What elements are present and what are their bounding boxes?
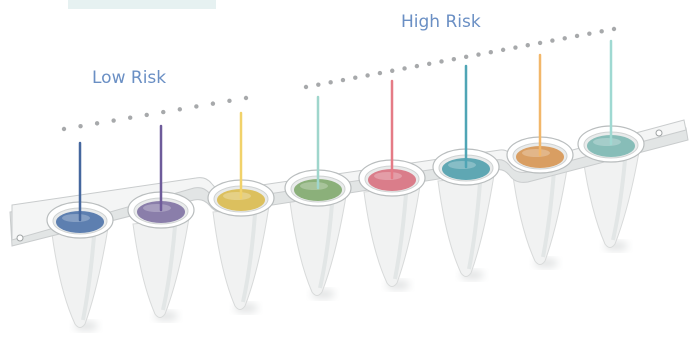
- dot: [488, 50, 493, 55]
- well-2-shine: [143, 204, 171, 212]
- tube-3: [212, 205, 270, 310]
- dot: [414, 63, 420, 69]
- dot: [316, 82, 321, 87]
- high-risk-label: High Risk: [401, 12, 481, 32]
- well-3-shine: [223, 192, 251, 200]
- well-5-liquid: [368, 169, 416, 191]
- dot: [599, 29, 604, 34]
- dot: [353, 75, 358, 80]
- dot: [144, 112, 149, 118]
- dot: [177, 107, 183, 112]
- dot: [194, 104, 199, 109]
- dot: [328, 80, 333, 85]
- tube-highlight: [393, 193, 408, 280]
- dot: [525, 43, 530, 48]
- low-risk-dotted-line: [61, 95, 249, 132]
- dot: [463, 54, 469, 60]
- dot: [562, 36, 567, 41]
- dot: [61, 126, 67, 132]
- dot: [227, 98, 232, 104]
- well-1-shine: [62, 214, 90, 222]
- dot: [587, 31, 592, 36]
- corner-band: [68, 0, 216, 9]
- well-2-liquid: [137, 201, 185, 223]
- dot: [537, 40, 543, 46]
- dot: [111, 118, 116, 123]
- dot: [451, 56, 457, 62]
- dot: [439, 59, 444, 64]
- well-1-liquid: [56, 211, 104, 233]
- well-7-liquid: [516, 146, 564, 168]
- dot: [550, 38, 555, 43]
- tube-5: [363, 185, 421, 287]
- tube-highlight: [467, 182, 482, 270]
- dot: [611, 26, 617, 32]
- dot: [303, 84, 309, 90]
- tube-highlight: [81, 235, 96, 321]
- dot: [574, 33, 580, 39]
- tube-2: [132, 217, 190, 318]
- dot: [161, 109, 166, 115]
- strip-hole-right: [655, 129, 663, 137]
- dot: [365, 73, 370, 78]
- tube-6: [437, 174, 495, 277]
- dot: [476, 52, 481, 57]
- well-8-shine: [593, 138, 621, 146]
- dot: [243, 95, 249, 101]
- well-4-shine: [300, 182, 328, 190]
- tube-highlight: [318, 203, 334, 289]
- dot: [427, 61, 432, 66]
- dot: [377, 70, 383, 76]
- dot: [78, 123, 83, 129]
- tubes-layer: [51, 151, 640, 331]
- tube-4: [289, 195, 347, 296]
- tube-8: [582, 151, 640, 248]
- tube-highlight: [241, 213, 257, 303]
- dot: [513, 45, 518, 50]
- dot: [500, 47, 506, 53]
- dot: [210, 101, 216, 106]
- stems-layer: [78, 39, 613, 222]
- well-7-shine: [522, 149, 550, 157]
- tube-highlight: [611, 159, 627, 241]
- well-4-liquid: [294, 179, 342, 201]
- tube-1: [51, 227, 109, 328]
- low-risk-label: Low Risk: [92, 68, 167, 88]
- well-6-liquid: [442, 158, 490, 180]
- tube-highlight: [541, 170, 556, 258]
- well-3-liquid: [217, 189, 265, 211]
- dot: [94, 121, 100, 126]
- dot: [402, 66, 407, 71]
- tube-highlight: [161, 225, 177, 311]
- strip-hole-left: [16, 234, 24, 242]
- well-5-shine: [374, 172, 402, 180]
- high-risk-dotted-line: [303, 26, 617, 90]
- dot: [127, 115, 133, 120]
- dot: [390, 68, 395, 73]
- dotted-lines-layer: [61, 26, 617, 132]
- well-6-shine: [448, 161, 476, 169]
- dot: [340, 77, 346, 83]
- well-8-liquid: [587, 135, 635, 157]
